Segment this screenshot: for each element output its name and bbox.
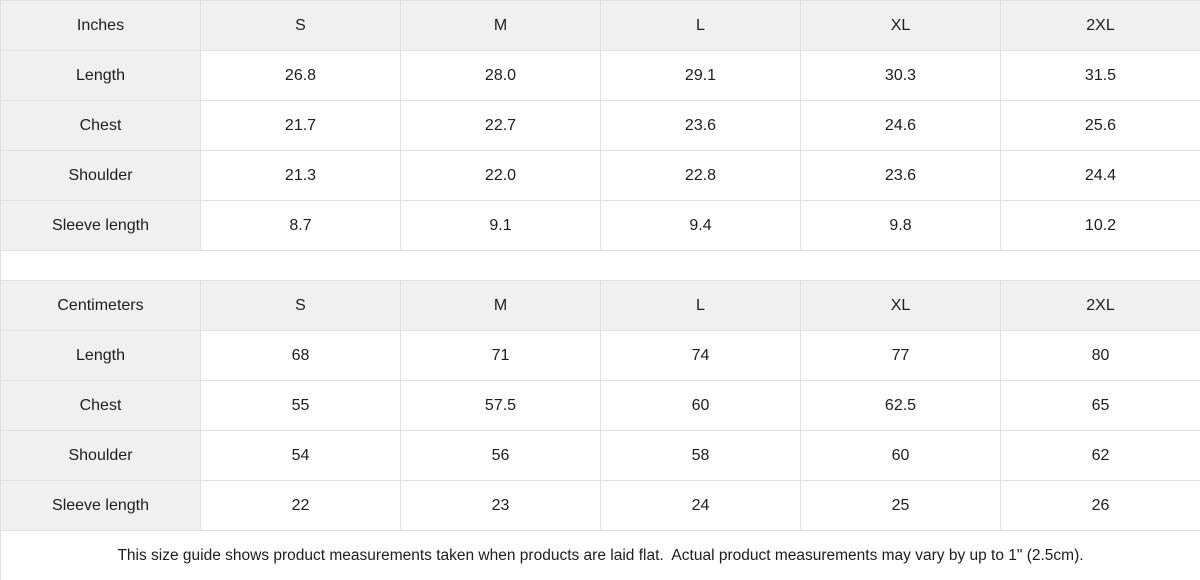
measurement-cell: 25 [800, 480, 1001, 531]
measurement-cell: 23.6 [600, 100, 801, 151]
measurement-cell: 21.3 [200, 150, 401, 201]
size-header-m: M [400, 280, 601, 331]
centimeters-length-row: Length 68 71 74 77 80 [0, 330, 1200, 381]
measurement-cell: 9.1 [400, 200, 601, 251]
measurement-cell: 29.1 [600, 50, 801, 101]
unit-header-centimeters: Centimeters [0, 280, 201, 331]
measurement-cell: 21.7 [200, 100, 401, 151]
row-label: Length [0, 330, 201, 381]
size-header-xl: XL [800, 0, 1001, 51]
measurement-cell: 57.5 [400, 380, 601, 431]
size-header-2xl: 2XL [1000, 0, 1200, 51]
size-header-xl: XL [800, 280, 1001, 331]
measurement-cell: 68 [200, 330, 401, 381]
measurement-cell: 23.6 [800, 150, 1001, 201]
measurement-cell: 9.4 [600, 200, 801, 251]
inches-header-row: Inches S M L XL 2XL [0, 0, 1200, 51]
measurement-cell: 55 [200, 380, 401, 431]
measurement-cell: 54 [200, 430, 401, 481]
size-header-l: L [600, 0, 801, 51]
measurement-cell: 24 [600, 480, 801, 531]
centimeters-sleeve-row: Sleeve length 22 23 24 25 26 [0, 480, 1200, 531]
row-label: Length [0, 50, 201, 101]
measurement-cell: 62.5 [800, 380, 1001, 431]
size-header-s: S [200, 0, 401, 51]
measurement-cell: 22.7 [400, 100, 601, 151]
measurement-cell: 8.7 [200, 200, 401, 251]
table-spacer-row [0, 250, 1200, 281]
measurement-cell: 74 [600, 330, 801, 381]
measurement-cell: 65 [1000, 380, 1200, 431]
centimeters-shoulder-row: Shoulder 54 56 58 60 62 [0, 430, 1200, 481]
measurement-cell: 23 [400, 480, 601, 531]
row-label: Chest [0, 100, 201, 151]
row-label: Sleeve length [0, 200, 201, 251]
measurement-cell: 56 [400, 430, 601, 481]
size-header-m: M [400, 0, 601, 51]
inches-shoulder-row: Shoulder 21.3 22.0 22.8 23.6 24.4 [0, 150, 1200, 201]
measurement-cell: 26.8 [200, 50, 401, 101]
measurement-cell: 24.4 [1000, 150, 1200, 201]
measurement-cell: 9.8 [800, 200, 1001, 251]
inches-sleeve-row: Sleeve length 8.7 9.1 9.4 9.8 10.2 [0, 200, 1200, 251]
row-label: Chest [0, 380, 201, 431]
measurement-cell: 62 [1000, 430, 1200, 481]
measurement-cell: 77 [800, 330, 1001, 381]
size-guide-note: This size guide shows product measuremen… [0, 530, 1200, 580]
measurement-cell: 60 [600, 380, 801, 431]
inches-length-row: Length 26.8 28.0 29.1 30.3 31.5 [0, 50, 1200, 101]
measurement-cell: 60 [800, 430, 1001, 481]
measurement-cell: 58 [600, 430, 801, 481]
measurement-cell: 22.0 [400, 150, 601, 201]
size-header-2xl: 2XL [1000, 280, 1200, 331]
row-label: Sleeve length [0, 480, 201, 531]
row-label: Shoulder [0, 150, 201, 201]
inches-chest-row: Chest 21.7 22.7 23.6 24.6 25.6 [0, 100, 1200, 151]
measurement-cell: 26 [1000, 480, 1200, 531]
spacer-cell [0, 250, 1200, 281]
measurement-cell: 28.0 [400, 50, 601, 101]
centimeters-header-row: Centimeters S M L XL 2XL [0, 280, 1200, 331]
measurement-cell: 25.6 [1000, 100, 1200, 151]
size-header-s: S [200, 280, 401, 331]
measurement-cell: 30.3 [800, 50, 1001, 101]
footer-row: This size guide shows product measuremen… [0, 530, 1200, 580]
measurement-cell: 10.2 [1000, 200, 1200, 251]
measurement-cell: 22.8 [600, 150, 801, 201]
row-label: Shoulder [0, 430, 201, 481]
size-header-l: L [600, 280, 801, 331]
measurement-cell: 24.6 [800, 100, 1001, 151]
measurement-cell: 22 [200, 480, 401, 531]
measurement-cell: 31.5 [1000, 50, 1200, 101]
measurement-cell: 71 [400, 330, 601, 381]
measurement-cell: 80 [1000, 330, 1200, 381]
centimeters-chest-row: Chest 55 57.5 60 62.5 65 [0, 380, 1200, 431]
unit-header-inches: Inches [0, 0, 201, 51]
